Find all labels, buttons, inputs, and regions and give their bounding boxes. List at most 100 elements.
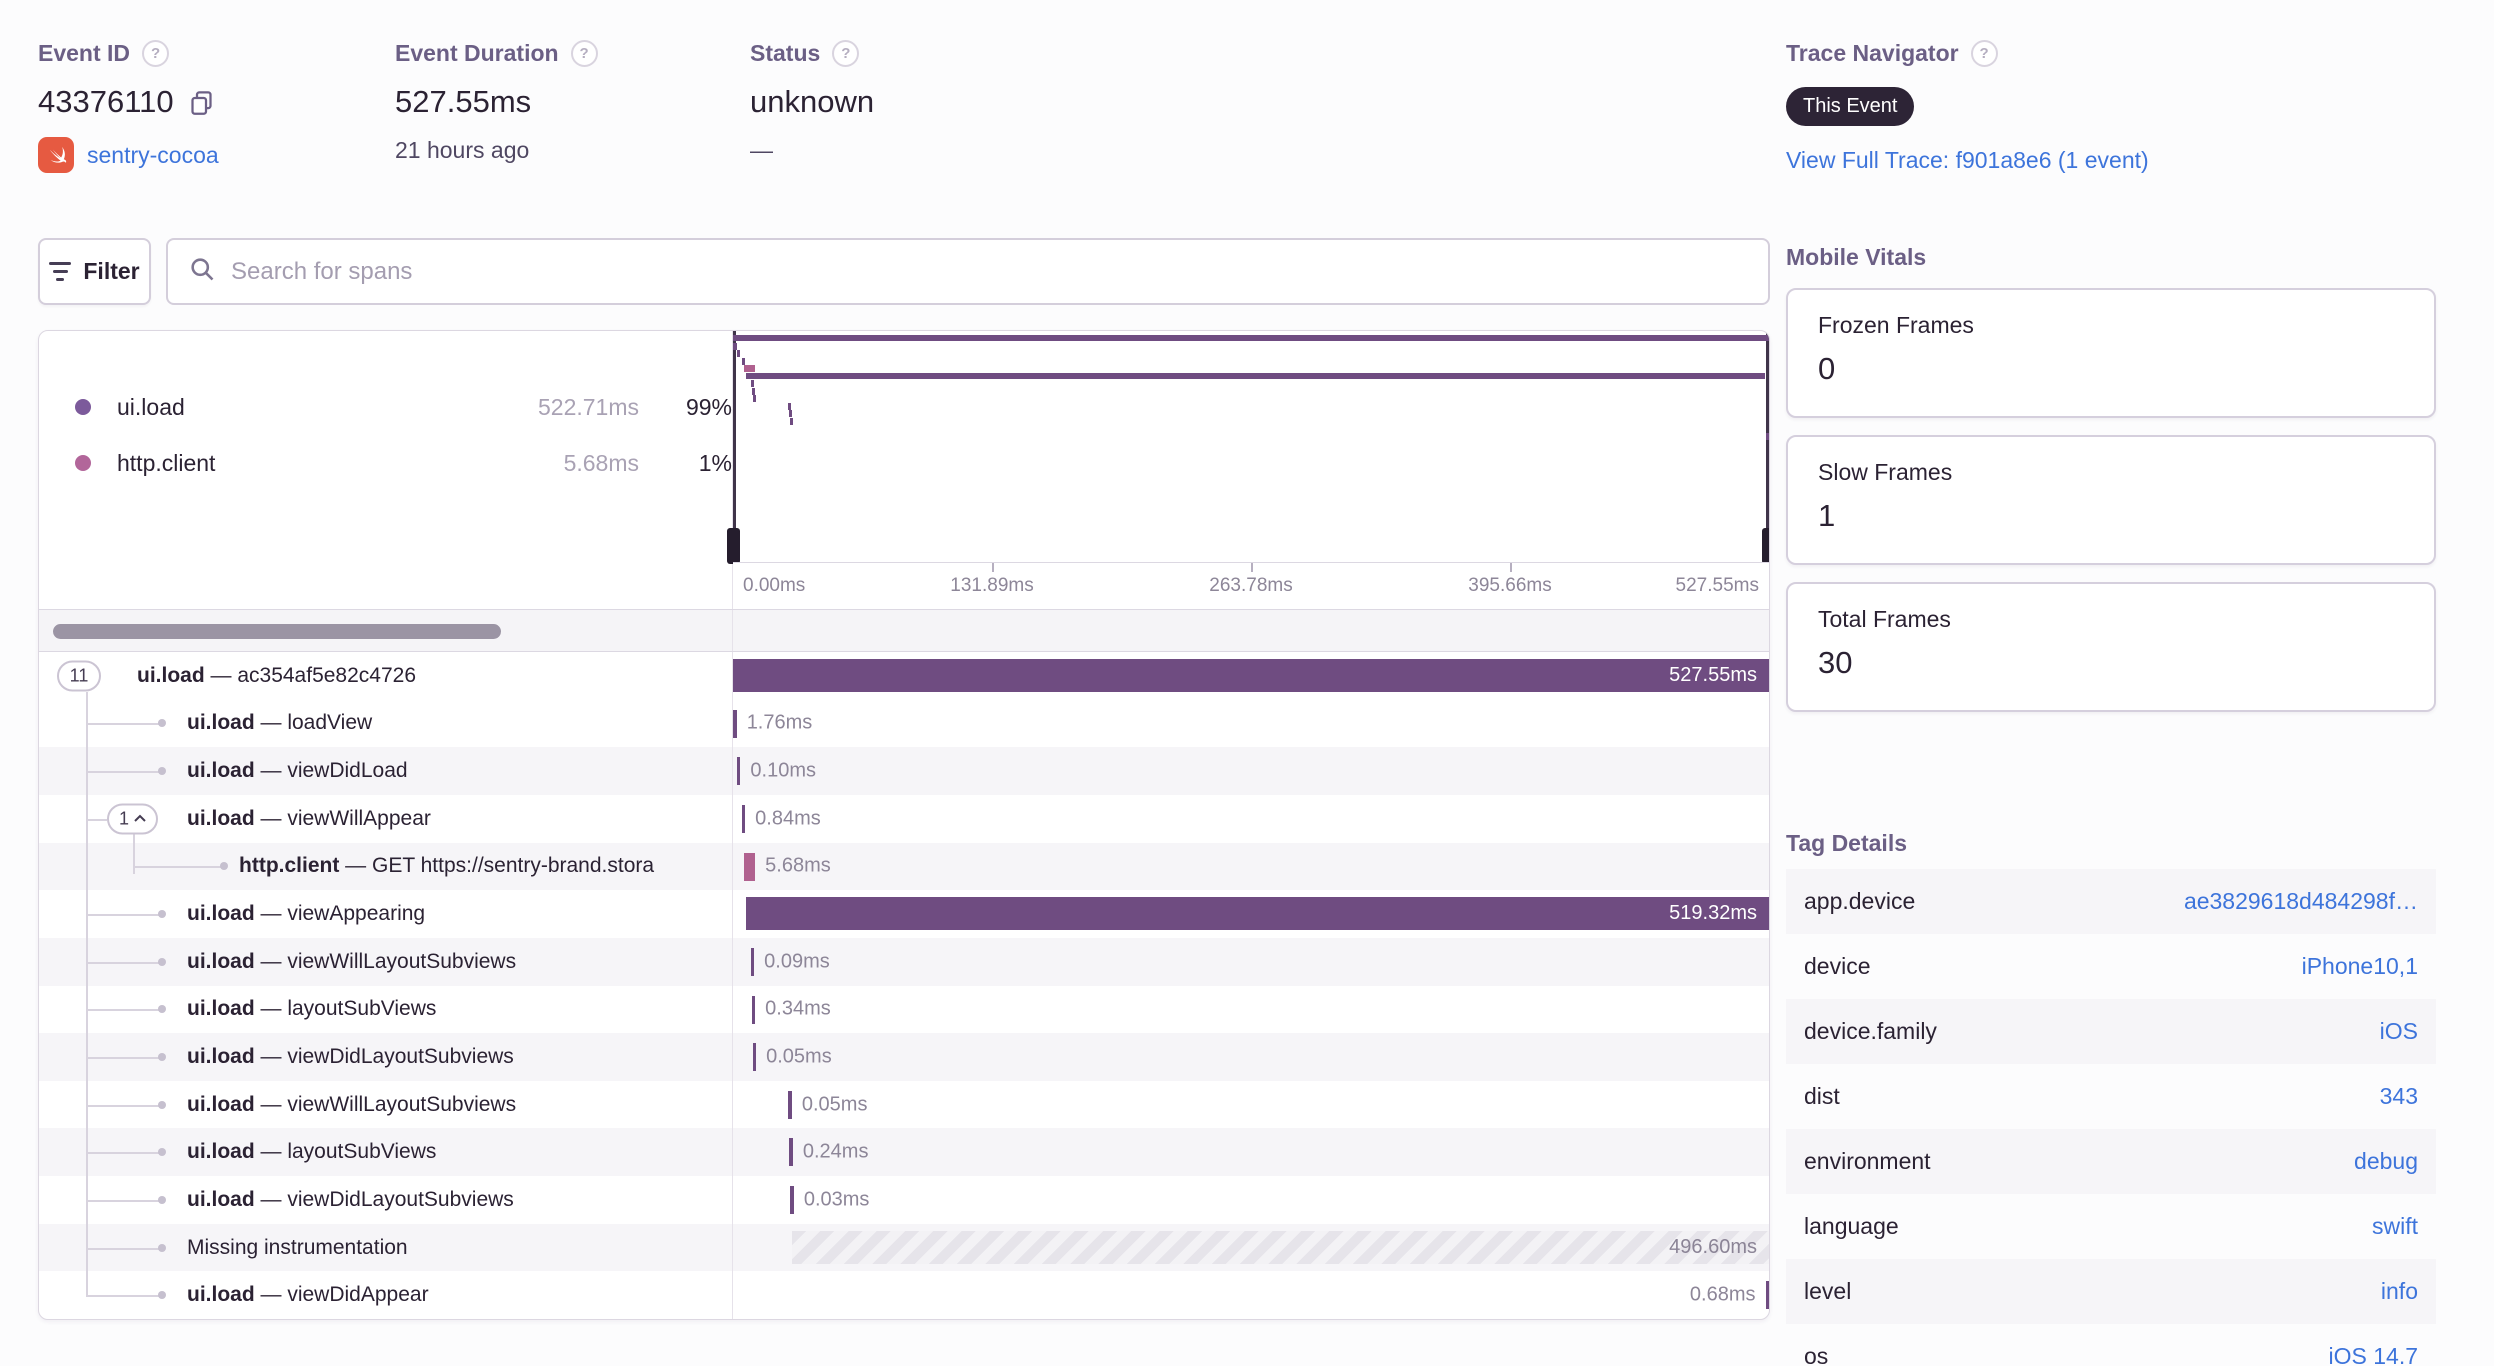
- span-row[interactable]: 1 ui.load — viewWillAppear 0.84ms: [39, 794, 1769, 843]
- span-duration-cell[interactable]: 0.68ms: [733, 1271, 1769, 1319]
- tag-row: os iOS 14.7: [1786, 1324, 2436, 1366]
- minimap-window-right-edge[interactable]: [1766, 331, 1769, 562]
- span-row[interactable]: ui.load — viewWillLayoutSubviews 0.09ms: [39, 937, 1769, 986]
- span-row[interactable]: ui.load — layoutSubViews 0.24ms: [39, 1128, 1769, 1177]
- span-duration-tick[interactable]: [741, 804, 746, 833]
- span-duration-label: 0.05ms: [801, 1093, 868, 1116]
- span-duration-cell[interactable]: 1.76ms: [733, 700, 1769, 748]
- tag-value-link[interactable]: iPhone10,1: [2301, 953, 2418, 979]
- span-duration-cell[interactable]: 0.34ms: [733, 986, 1769, 1034]
- tag-value-link[interactable]: iOS 14.7: [2328, 1343, 2419, 1366]
- span-children-badge[interactable]: 1: [107, 803, 159, 835]
- legend-item[interactable]: ui.load 522.71ms 99%: [39, 387, 732, 427]
- span-row[interactable]: ui.load — viewDidLoad 0.10ms: [39, 747, 1769, 795]
- tree-connector-line: [86, 1152, 161, 1155]
- minimap-span: [743, 365, 756, 372]
- span-duration-tick[interactable]: [788, 1090, 792, 1119]
- span-waterfall-panel: ui.load 522.71ms 99% http.client 5.68ms 1% 0.…: [38, 330, 1770, 1320]
- minimap-chart[interactable]: [727, 331, 1769, 564]
- minimap-left-drag-handle[interactable]: [727, 528, 740, 564]
- minimap-section: ui.load 522.71ms 99% http.client 5.68ms 1% 0.…: [39, 331, 1769, 610]
- filter-button[interactable]: Filter: [38, 238, 151, 305]
- span-row[interactable]: ui.load — viewWillLayoutSubviews 0.05ms: [39, 1080, 1769, 1129]
- span-search-box[interactable]: [166, 238, 1770, 305]
- span-duration-tick[interactable]: [750, 947, 755, 976]
- span-duration-tick[interactable]: [790, 1186, 794, 1215]
- span-duration-cell[interactable]: 527.55ms: [733, 652, 1769, 700]
- minimap-window-left-edge[interactable]: [733, 331, 736, 562]
- span-row[interactable]: ui.load — loadView 1.76ms: [39, 699, 1769, 748]
- span-description: ui.load — viewDidLoad: [187, 759, 408, 783]
- span-description: ui.load — viewWillLayoutSubviews: [187, 949, 517, 973]
- tree-node-dot: [158, 1005, 166, 1014]
- tag-value-link[interactable]: 343: [2379, 1083, 2418, 1109]
- tag-key: device.family: [1804, 1018, 1937, 1044]
- span-duration-cell[interactable]: 0.10ms: [733, 747, 1769, 795]
- legend-color-dot: [75, 399, 91, 415]
- span-duration-cell[interactable]: 5.68ms: [733, 843, 1769, 891]
- span-description: ui.load — layoutSubViews: [187, 997, 437, 1021]
- span-row[interactable]: http.client — GET https://sentry-brand.s…: [39, 842, 1769, 891]
- tag-row: environment debug: [1786, 1129, 2436, 1194]
- tag-value-link[interactable]: swift: [2372, 1213, 2418, 1239]
- span-duration-cell[interactable]: 0.24ms: [733, 1128, 1769, 1176]
- span-duration-tick[interactable]: [789, 1138, 793, 1167]
- span-duration-tick[interactable]: [736, 757, 741, 786]
- span-duration-cell[interactable]: 0.05ms: [733, 1033, 1769, 1081]
- minimap-span: [733, 342, 737, 350]
- horizontal-scrollbar[interactable]: [53, 624, 501, 639]
- span-description: ui.load — viewWillLayoutSubviews: [187, 1092, 517, 1116]
- tree-connector-line: [86, 1056, 161, 1059]
- tree-node-dot: [158, 1052, 166, 1061]
- minimap-right-drag-handle[interactable]: [1762, 528, 1769, 564]
- legend-item[interactable]: http.client 5.68ms 1%: [39, 443, 732, 483]
- span-duration-cell[interactable]: 0.05ms: [733, 1081, 1769, 1129]
- minimap[interactable]: 0.00ms 131.89ms 263.78ms 395.66ms 527.55ms: [727, 331, 1769, 609]
- span-duration-cell[interactable]: 496.60ms: [733, 1224, 1769, 1272]
- span-children-badge[interactable]: 11: [57, 660, 101, 692]
- span-row[interactable]: ui.load — viewDidLayoutSubviews 0.05ms: [39, 1033, 1769, 1081]
- span-description: Missing instrumentation: [187, 1235, 408, 1259]
- span-duration-tick[interactable]: [743, 852, 756, 881]
- tag-value-link[interactable]: ae3829618d484298f…: [2183, 888, 2418, 914]
- span-duration-label: 0.10ms: [750, 759, 817, 782]
- missing-instrumentation-bar[interactable]: 496.60ms: [791, 1230, 1769, 1264]
- span-row[interactable]: Missing instrumentation 496.60ms: [39, 1223, 1769, 1272]
- copy-icon[interactable]: [188, 89, 215, 116]
- span-tree-cell: ui.load — viewDidAppear: [39, 1271, 733, 1319]
- span-duration-bar[interactable]: 527.55ms: [733, 659, 1769, 693]
- span-duration-tick[interactable]: [1765, 1281, 1769, 1310]
- vital-cards: Frozen Frames 0 Slow Frames 1 Total Frames 30: [1786, 288, 2436, 712]
- tag-value-link[interactable]: info: [2380, 1278, 2418, 1304]
- span-row[interactable]: ui.load — viewAppearing 519.32ms: [39, 890, 1769, 938]
- tag-value-link[interactable]: iOS: [2379, 1018, 2418, 1044]
- span-duration-bar[interactable]: 519.32ms: [745, 897, 1769, 931]
- filter-icon: [49, 262, 72, 281]
- span-duration-cell[interactable]: 0.09ms: [733, 938, 1769, 986]
- span-duration-cell[interactable]: 0.03ms: [733, 1176, 1769, 1224]
- span-tree-cell: ui.load — layoutSubViews: [39, 1128, 733, 1177]
- span-row[interactable]: 11 ui.load — ac354af5e82c4726 527.55ms: [39, 652, 1769, 700]
- filter-button-label: Filter: [83, 258, 140, 284]
- help-icon[interactable]: ?: [1970, 40, 1998, 67]
- search-input[interactable]: [231, 257, 1768, 286]
- span-duration-tick[interactable]: [752, 1043, 757, 1072]
- tag-value-link[interactable]: debug: [2354, 1148, 2418, 1174]
- tree-node-dot: [158, 767, 166, 776]
- help-icon[interactable]: ?: [570, 40, 598, 67]
- span-duration-label: 0.34ms: [765, 997, 831, 1020]
- span-tree-cell: ui.load — viewWillLayoutSubviews: [39, 937, 733, 986]
- sidebar: Trace Navigator ? This Event View Full T…: [1786, 40, 2436, 1366]
- span-duration-tick[interactable]: [733, 709, 737, 738]
- span-duration-cell[interactable]: 0.84ms: [733, 795, 1769, 843]
- tag-key: os: [1804, 1343, 1829, 1366]
- span-duration-cell[interactable]: 519.32ms: [733, 890, 1769, 938]
- view-full-trace-link[interactable]: View Full Trace: f901a8e6 (1 event): [1786, 147, 2149, 173]
- span-row[interactable]: ui.load — viewDidAppear 0.68ms: [39, 1271, 1769, 1319]
- project-link[interactable]: sentry-cocoa: [87, 141, 219, 168]
- span-duration-tick[interactable]: [751, 995, 756, 1024]
- span-row[interactable]: ui.load — viewDidLayoutSubviews 0.03ms: [39, 1176, 1769, 1224]
- help-icon[interactable]: ?: [142, 40, 170, 67]
- help-icon[interactable]: ?: [832, 40, 860, 67]
- span-row[interactable]: ui.load — layoutSubViews 0.34ms: [39, 985, 1769, 1034]
